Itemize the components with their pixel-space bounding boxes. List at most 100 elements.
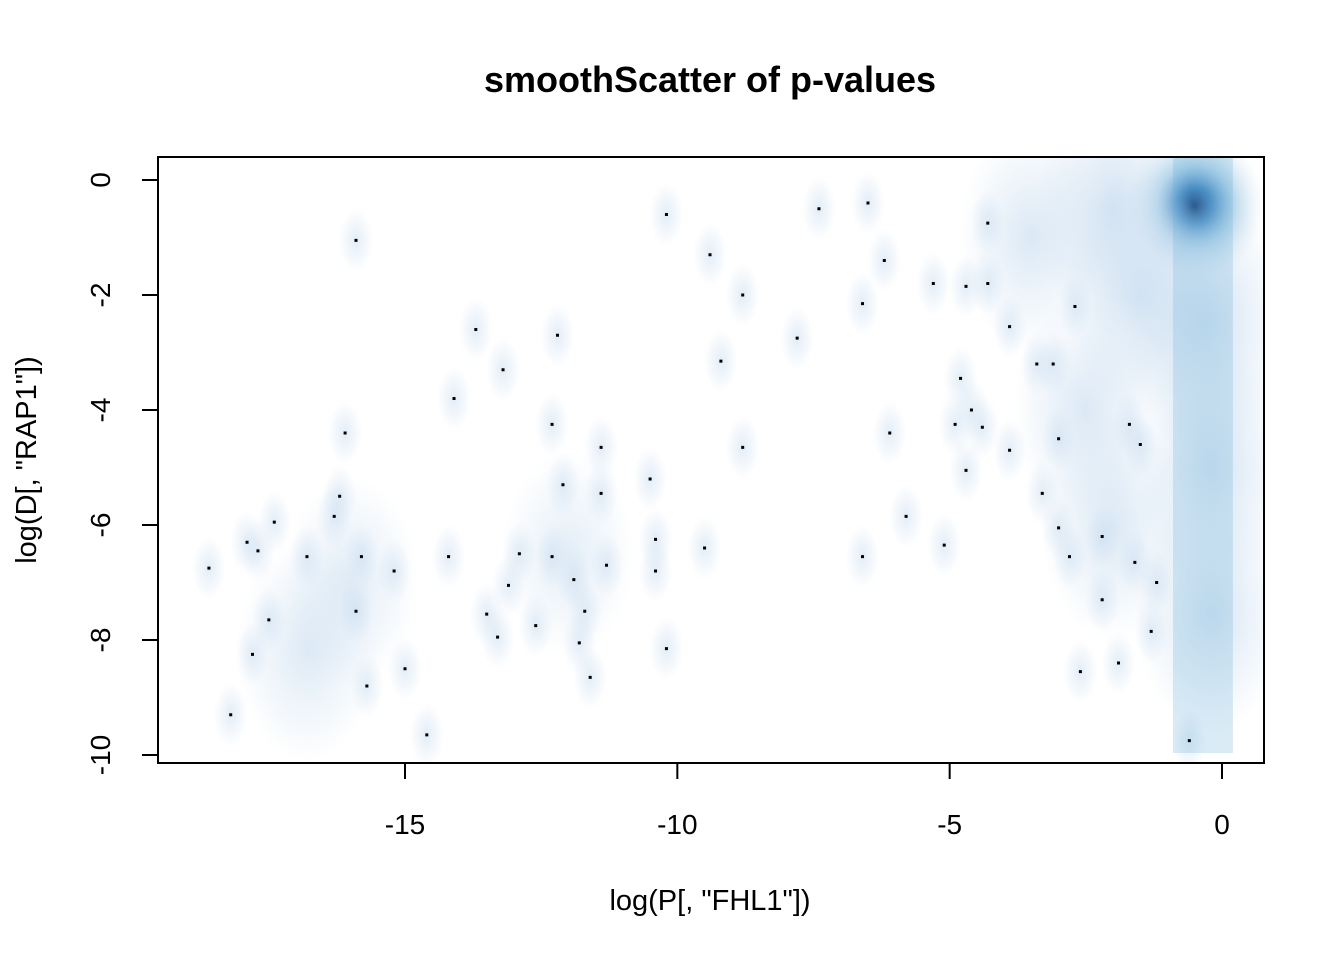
outlier-point — [986, 221, 990, 225]
outlier-point — [664, 647, 668, 651]
outlier-point — [556, 333, 560, 337]
outlier-point — [795, 336, 799, 340]
outlier-point — [496, 635, 500, 639]
density-band — [1172, 157, 1233, 753]
outlier-point — [599, 491, 603, 495]
outlier-point — [904, 514, 908, 518]
outlier-point — [534, 624, 538, 628]
outlier-point — [485, 612, 489, 616]
outlier-point — [256, 549, 260, 553]
outlier-point — [1057, 437, 1061, 441]
outlier-point — [861, 302, 865, 306]
outlier-point — [741, 293, 745, 297]
outlier-point — [942, 543, 946, 547]
outlier-point — [343, 431, 347, 435]
outlier-point — [708, 253, 712, 257]
x-tick-label: 0 — [1214, 809, 1230, 840]
density-cluster — [502, 451, 635, 656]
outlier-point — [959, 376, 963, 380]
outlier-point — [1078, 670, 1082, 674]
y-tick-label: -8 — [85, 628, 116, 653]
outlier-point — [517, 552, 521, 556]
outlier-point — [882, 259, 886, 262]
outlier-point — [452, 397, 456, 400]
x-axis-label: log(P[, "FHL1"]) — [609, 885, 810, 917]
outlier-point — [354, 238, 358, 242]
outlier-point — [654, 569, 658, 573]
outlier-point — [980, 425, 984, 429]
outlier-point — [817, 207, 821, 211]
x-axis: -15 -10 -5 0 — [385, 762, 1230, 840]
outlier-point — [588, 675, 592, 679]
outlier-point — [1073, 305, 1077, 308]
outlier-point — [1008, 448, 1012, 452]
outlier-point — [1127, 422, 1131, 426]
outlier-point — [207, 566, 211, 570]
outlier-point — [1067, 555, 1071, 559]
outlier-point — [866, 201, 870, 205]
outlier-point — [550, 555, 554, 559]
outlier-point — [888, 431, 892, 435]
y-tick-label: 0 — [85, 172, 116, 188]
outlier-point — [953, 422, 957, 426]
outlier-point — [719, 359, 723, 363]
outlier-point — [599, 445, 603, 449]
y-tick-label: -2 — [85, 283, 116, 308]
outlier-point — [506, 583, 510, 587]
y-axis: 0 -2 -4 -6 -8 -10 — [85, 172, 159, 775]
x-tick-label: -5 — [937, 809, 962, 840]
outlier-point — [703, 546, 707, 550]
outlier-point — [583, 609, 587, 613]
outlier-point — [1117, 661, 1121, 665]
outlier-point — [741, 445, 745, 449]
outlier-point — [1100, 598, 1104, 602]
outlier-point — [654, 537, 658, 541]
outlier-point — [403, 667, 407, 671]
outlier-point — [931, 282, 935, 285]
outlier-point — [1133, 560, 1137, 564]
outlier-point — [1155, 581, 1159, 584]
outlier-point — [1138, 443, 1142, 446]
y-axis-label: log(D[, "RAP1"]) — [11, 356, 43, 564]
outlier-point — [1100, 535, 1104, 538]
outlier-point — [501, 368, 505, 372]
chart-title: smoothScatter of p-values — [484, 59, 936, 100]
outlier-point — [354, 609, 358, 613]
outlier-point — [572, 578, 576, 582]
outlier-point — [392, 569, 396, 573]
density-blob — [409, 702, 444, 763]
outlier-point — [964, 468, 968, 472]
outlier-point — [550, 422, 554, 426]
outlier-point — [359, 555, 363, 559]
outlier-point — [250, 652, 254, 656]
outlier-point — [964, 284, 968, 288]
y-tick-label: -6 — [85, 513, 116, 538]
outlier-points-layer — [207, 201, 1191, 743]
outlier-point — [229, 713, 233, 717]
outlier-point — [425, 733, 429, 737]
outlier-point — [1149, 629, 1153, 633]
outlier-point — [1040, 491, 1044, 495]
outlier-point — [577, 641, 581, 645]
x-tick-label: -10 — [657, 809, 697, 840]
outlier-point — [272, 520, 276, 524]
outlier-point — [245, 540, 249, 544]
outlier-point — [338, 494, 342, 498]
density-cluster — [282, 476, 419, 689]
outlier-point — [861, 555, 865, 559]
outlier-point — [1187, 739, 1191, 743]
outlier-point — [1057, 526, 1061, 530]
outlier-point — [305, 555, 309, 559]
x-tick-label: -15 — [385, 809, 425, 840]
outlier-point — [605, 563, 609, 567]
outlier-point — [365, 684, 369, 688]
outlier-point — [664, 213, 668, 216]
outlier-point — [447, 555, 451, 559]
outlier-point — [1035, 362, 1039, 366]
outlier-point — [648, 477, 652, 481]
outlier-point — [986, 282, 990, 285]
outlier-point — [561, 483, 565, 487]
outlier-point — [332, 514, 336, 518]
outlier-point — [1051, 362, 1055, 366]
